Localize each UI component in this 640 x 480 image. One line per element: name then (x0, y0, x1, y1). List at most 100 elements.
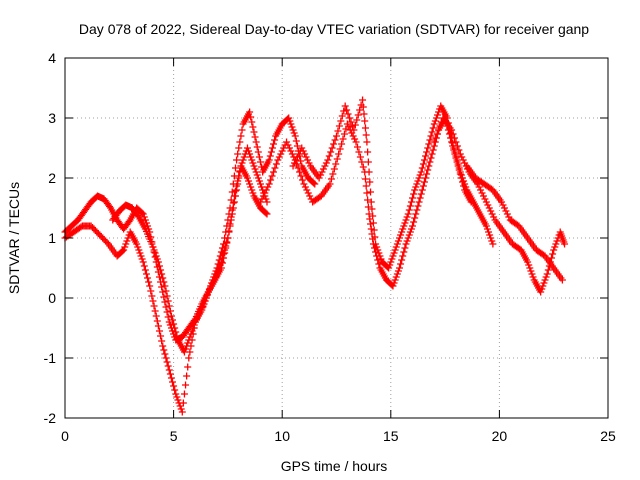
y-tick-labels: -2 -1 0 1 2 3 4 (44, 50, 57, 426)
data-point-marker (122, 240, 130, 248)
data-point-marker (243, 144, 251, 152)
data-point-marker (326, 180, 334, 188)
data-point-marker (123, 237, 131, 245)
y-tick-label: 2 (48, 170, 56, 186)
data-point-marker (361, 124, 369, 132)
data-point-marker (166, 307, 174, 315)
data-point-marker (189, 330, 197, 338)
data-point-marker (461, 180, 469, 188)
data-point-marker (255, 177, 263, 185)
data-point-marker (433, 111, 441, 119)
y-tick-label: 4 (48, 50, 56, 66)
data-point-marker (263, 198, 271, 206)
x-axis-label: GPS time / hours (281, 458, 388, 474)
data-point-marker (355, 148, 363, 156)
data-point-marker (479, 192, 487, 200)
data-point-marker (503, 210, 511, 218)
data-point-marker (400, 248, 408, 256)
data-point-marker (370, 226, 378, 234)
data-point-marker (452, 152, 460, 160)
data-point-marker (363, 189, 371, 197)
data-point-marker (527, 267, 535, 275)
data-point-marker (264, 183, 272, 191)
data-point-marker (263, 210, 271, 218)
data-point-marker (403, 213, 411, 221)
data-point-marker (452, 138, 460, 146)
data-point-marker (338, 112, 346, 120)
data-point-marker (456, 150, 464, 158)
data-point-marker (424, 144, 432, 152)
data-point-marker (410, 218, 418, 226)
data-point-marker (162, 303, 170, 311)
data-point-marker (395, 264, 403, 272)
data-point-marker (485, 204, 493, 212)
data-point-marker (406, 202, 414, 210)
data-point-marker (331, 136, 339, 144)
data-point-marker (261, 189, 269, 197)
data-point-marker (249, 159, 257, 167)
data-point-marker (183, 372, 191, 380)
data-point-marker (293, 153, 301, 161)
data-point-marker (391, 276, 399, 284)
data-point-marker (418, 164, 426, 172)
data-point-marker (432, 114, 440, 122)
data-point-marker (159, 342, 167, 350)
data-point-marker (454, 160, 462, 168)
data-point-marker (271, 136, 279, 144)
data-point-marker (459, 156, 467, 164)
data-point-marker (366, 178, 374, 186)
data-point-marker (420, 156, 428, 164)
data-point-marker (488, 237, 496, 245)
data-point-marker (283, 138, 291, 146)
data-point-marker (365, 210, 373, 218)
data-point-marker (153, 255, 161, 263)
x-tick-labels: 0 5 10 15 20 25 (61, 428, 616, 444)
data-point-marker (186, 348, 194, 356)
data-point-marker (160, 346, 168, 354)
data-point-marker (288, 150, 296, 158)
data-point-marker (184, 363, 192, 371)
data-point-marker (360, 110, 368, 118)
data-point-marker (161, 298, 169, 306)
data-point-marker (141, 216, 149, 224)
data-point-marker (486, 231, 494, 239)
data-point-marker (171, 386, 179, 394)
data-point-marker (364, 203, 372, 211)
data-point-marker (542, 273, 550, 281)
data-point-marker (149, 297, 157, 305)
data-point-marker (322, 159, 330, 167)
data-point-marker (290, 129, 298, 137)
data-point-marker (456, 168, 464, 176)
data-point-marker (148, 292, 156, 300)
data-point-marker (305, 159, 313, 167)
data-point-marker (356, 106, 364, 114)
data-point-marker (376, 252, 384, 260)
data-point-marker (333, 132, 340, 140)
data-point-marker (364, 196, 372, 204)
data-point-marker (363, 138, 371, 146)
data-point-marker (182, 381, 190, 389)
data-point-marker (169, 316, 177, 324)
data-point-marker (288, 123, 296, 131)
data-point-marker (246, 150, 254, 158)
data-point-marker (377, 255, 385, 263)
data-point-marker (350, 126, 358, 134)
data-point-marker (407, 225, 415, 233)
data-point-marker (345, 123, 353, 131)
data-point-marker (436, 122, 444, 130)
data-point-marker (362, 182, 370, 190)
data-point-marker (430, 138, 438, 146)
data-point-marker (406, 228, 414, 236)
data-point-marker (416, 194, 424, 202)
data-point-marker (152, 252, 160, 260)
data-point-marker (364, 158, 372, 166)
data-point-marker (184, 339, 192, 347)
data-point-marker (199, 303, 207, 311)
data-point-marker (160, 293, 168, 301)
data-point-marker (226, 220, 234, 228)
data-point-marker (413, 180, 421, 188)
data-points (61, 96, 569, 416)
data-point-marker (266, 152, 274, 160)
data-point-marker (336, 145, 344, 153)
